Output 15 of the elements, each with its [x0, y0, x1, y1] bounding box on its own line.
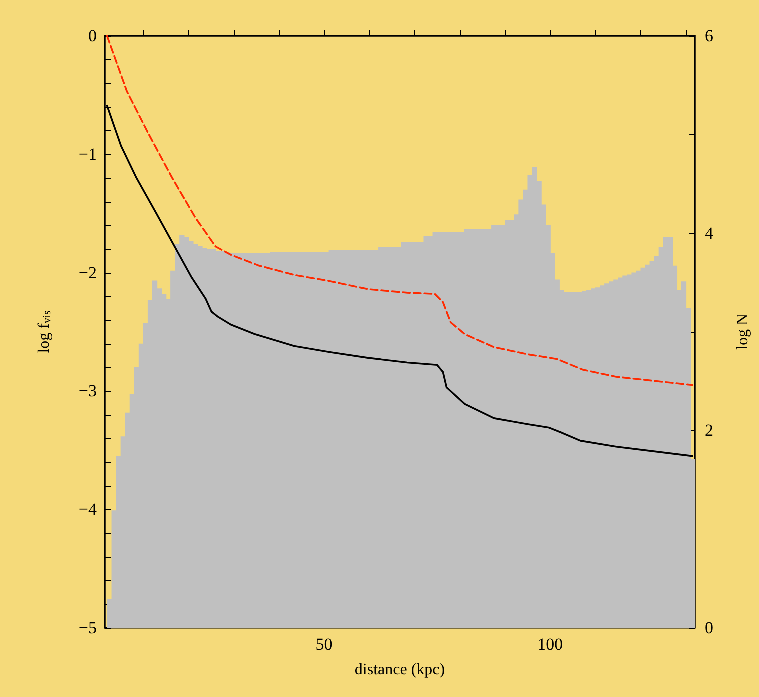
- x-tick-label: 50: [316, 635, 333, 654]
- y2-tick-label: 4: [705, 224, 714, 243]
- y2-tick-label: 0: [705, 618, 714, 638]
- x-tick-label: 100: [538, 635, 564, 654]
- y-tick-label: −4: [78, 500, 98, 520]
- y-tick-label: −5: [78, 618, 97, 638]
- y2-tick-label: 2: [705, 421, 714, 440]
- y-tick-label: −2: [78, 263, 97, 282]
- y-tick-label: 0: [88, 26, 97, 46]
- y2-tick-label: 6: [705, 26, 714, 46]
- y-tick-label: −3: [78, 382, 97, 401]
- y-axis-title: log fvis: [36, 310, 54, 354]
- y2-axis-title: log N: [734, 314, 752, 350]
- y-tick-label: −1: [78, 144, 97, 164]
- x-axis-title: distance (kpc): [354, 662, 446, 678]
